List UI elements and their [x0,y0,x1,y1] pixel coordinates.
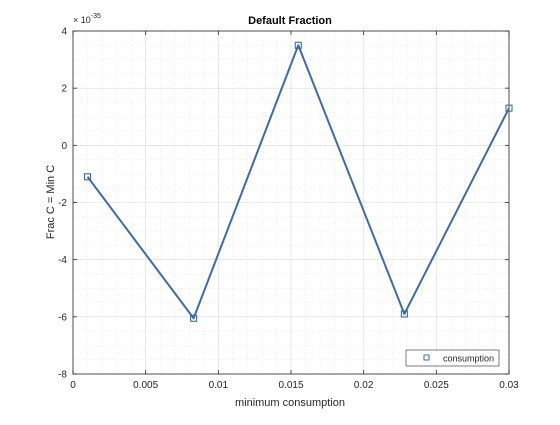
legend-label: consumption [443,354,494,364]
y-tick-label: -6 [58,312,67,323]
y-tick-label: -4 [58,255,67,266]
y-tick-label: -8 [58,370,67,381]
x-tick-label: 0 [70,380,76,391]
y-axis-title: Frac C = Min C [45,165,57,239]
x-tick-label: 0.01 [209,380,229,391]
legend: consumption [405,349,500,367]
y-exponent-base: 10 [81,15,91,25]
data-point [505,104,513,112]
y-tick-label: 0 [61,141,67,152]
data-point [400,310,408,318]
x-tick-label: 0.005 [133,380,158,391]
y-tick-label: -2 [58,198,67,209]
series-layer [83,41,513,322]
x-axis-title: minimum consumption [235,397,345,409]
legend-marker [423,354,430,361]
tick-layer: 0 0.005 0.01 0.015 0.02 0.025 0.03 -8 -6 -4 -2 0 2 4 [58,27,519,392]
y-tick-label: 2 [61,84,67,95]
chart-title: Default Fraction [248,15,332,27]
y-exponent-power: -35 [91,13,101,20]
x-tick-label: 0.015 [278,380,303,391]
y-axis-exponent: × 10-35 [73,13,101,25]
series-line [86,44,510,320]
x-tick-label: 0.03 [499,380,519,391]
y-tick-label: 4 [61,27,67,38]
legend-box [405,349,500,367]
data-point [294,41,302,49]
x-tick-label: 0.025 [424,380,449,391]
data-point [83,173,92,181]
x-tick-label: 0.02 [354,380,374,391]
data-point [190,314,198,322]
y-exponent-times: × [73,15,81,25]
